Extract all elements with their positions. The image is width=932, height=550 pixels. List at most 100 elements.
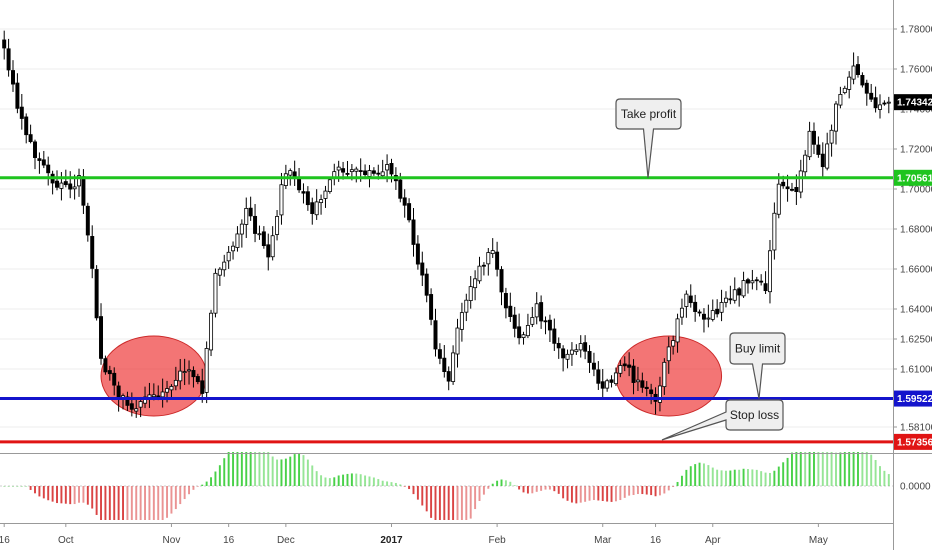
oscillator-bar [183,486,186,500]
oscillator-bar [676,481,679,486]
candle-body [116,385,121,399]
oscillator-bar [148,486,151,520]
last-price-tag-bg [894,94,932,111]
candle-body [55,180,59,188]
oscillator-bar [232,452,235,486]
candle-body [411,219,416,245]
candle [217,267,222,286]
candle [499,266,504,306]
oscillator-bar [394,482,397,486]
candle-body [776,183,781,215]
candle [244,197,249,239]
candle-body [367,170,372,177]
candle-body [640,380,645,388]
candle-body [754,279,759,282]
candle [55,170,59,191]
oscillator-bar [280,459,283,486]
candle [459,302,464,342]
candle [587,345,592,373]
candle [631,359,636,395]
candle [424,268,429,303]
candle [684,290,689,318]
oscillator-bar [86,486,89,505]
oscillator-bar [205,481,208,486]
candle [776,173,781,219]
candle-body [46,164,51,174]
candle [420,251,425,287]
oscillator-bar [51,486,54,502]
candle-body [68,183,73,190]
stop-loss-price-tag-bg [894,433,932,450]
oscillator-bar [848,452,851,486]
candle-body [627,364,632,368]
oscillator-bar [108,486,111,520]
oscillator-bar [738,469,741,486]
oscillator-bar [298,453,301,486]
candle-body [649,389,654,395]
candle [600,369,605,398]
candle-body [688,295,693,304]
candle [68,171,73,199]
candle [666,336,671,374]
oscillator-bar [25,486,28,487]
oscillator-bar [592,486,595,501]
time-tick-label: Apr [705,535,721,546]
candle-body [402,197,407,206]
candle-body [657,385,662,403]
oscillator-bar [799,452,802,486]
oscillator-bar [249,452,252,486]
oscillator-bar [720,470,723,486]
candle [437,343,442,365]
price-tick-label: 1.62500 [900,335,932,346]
oscillator-bar [522,486,525,493]
candle-body [684,293,689,307]
oscillator-bar [513,485,516,486]
candle [301,183,306,204]
oscillator-bar [359,474,362,486]
candle-body [715,308,720,315]
oscillator-bar [566,486,569,501]
candle-body [662,361,667,388]
oscillator-bar [813,452,815,486]
time-tick-label: 16 [0,535,10,546]
candle-body [785,186,790,190]
candle [429,288,434,326]
callouts: Take profit Buy limit Stop loss [615,98,786,441]
oscillator-bar [254,452,257,486]
oscillator-bar [403,486,406,487]
candle-body [266,244,271,258]
candle-body [336,166,341,171]
oscillator-bar [174,486,177,510]
candle-body [90,236,95,269]
candle [481,262,486,276]
oscillator-histogram [0,452,893,520]
candle-body [279,184,284,216]
candle-body [341,168,346,173]
oscillator-bar [161,486,164,520]
candle-body [591,362,596,370]
candle [816,136,821,158]
candle [490,238,495,258]
candle-body [856,64,860,75]
candle-body [253,215,258,234]
oscillator-bar [42,486,45,499]
candle [829,124,834,157]
oscillator-bar [447,486,450,520]
candle-body [609,379,614,383]
buy-limit-price-tag-bg [894,390,932,407]
candle-body [552,328,557,344]
candle-body [596,369,601,384]
candlesticks [2,30,891,418]
candle-body [499,269,504,293]
oscillator-bar [614,486,617,502]
candle-body [772,212,777,251]
candle-body [569,349,574,355]
candle-body [191,370,196,378]
candle [191,366,196,388]
candle-body [389,163,394,175]
oscillator-bar [601,486,604,502]
candle-body [543,320,548,323]
